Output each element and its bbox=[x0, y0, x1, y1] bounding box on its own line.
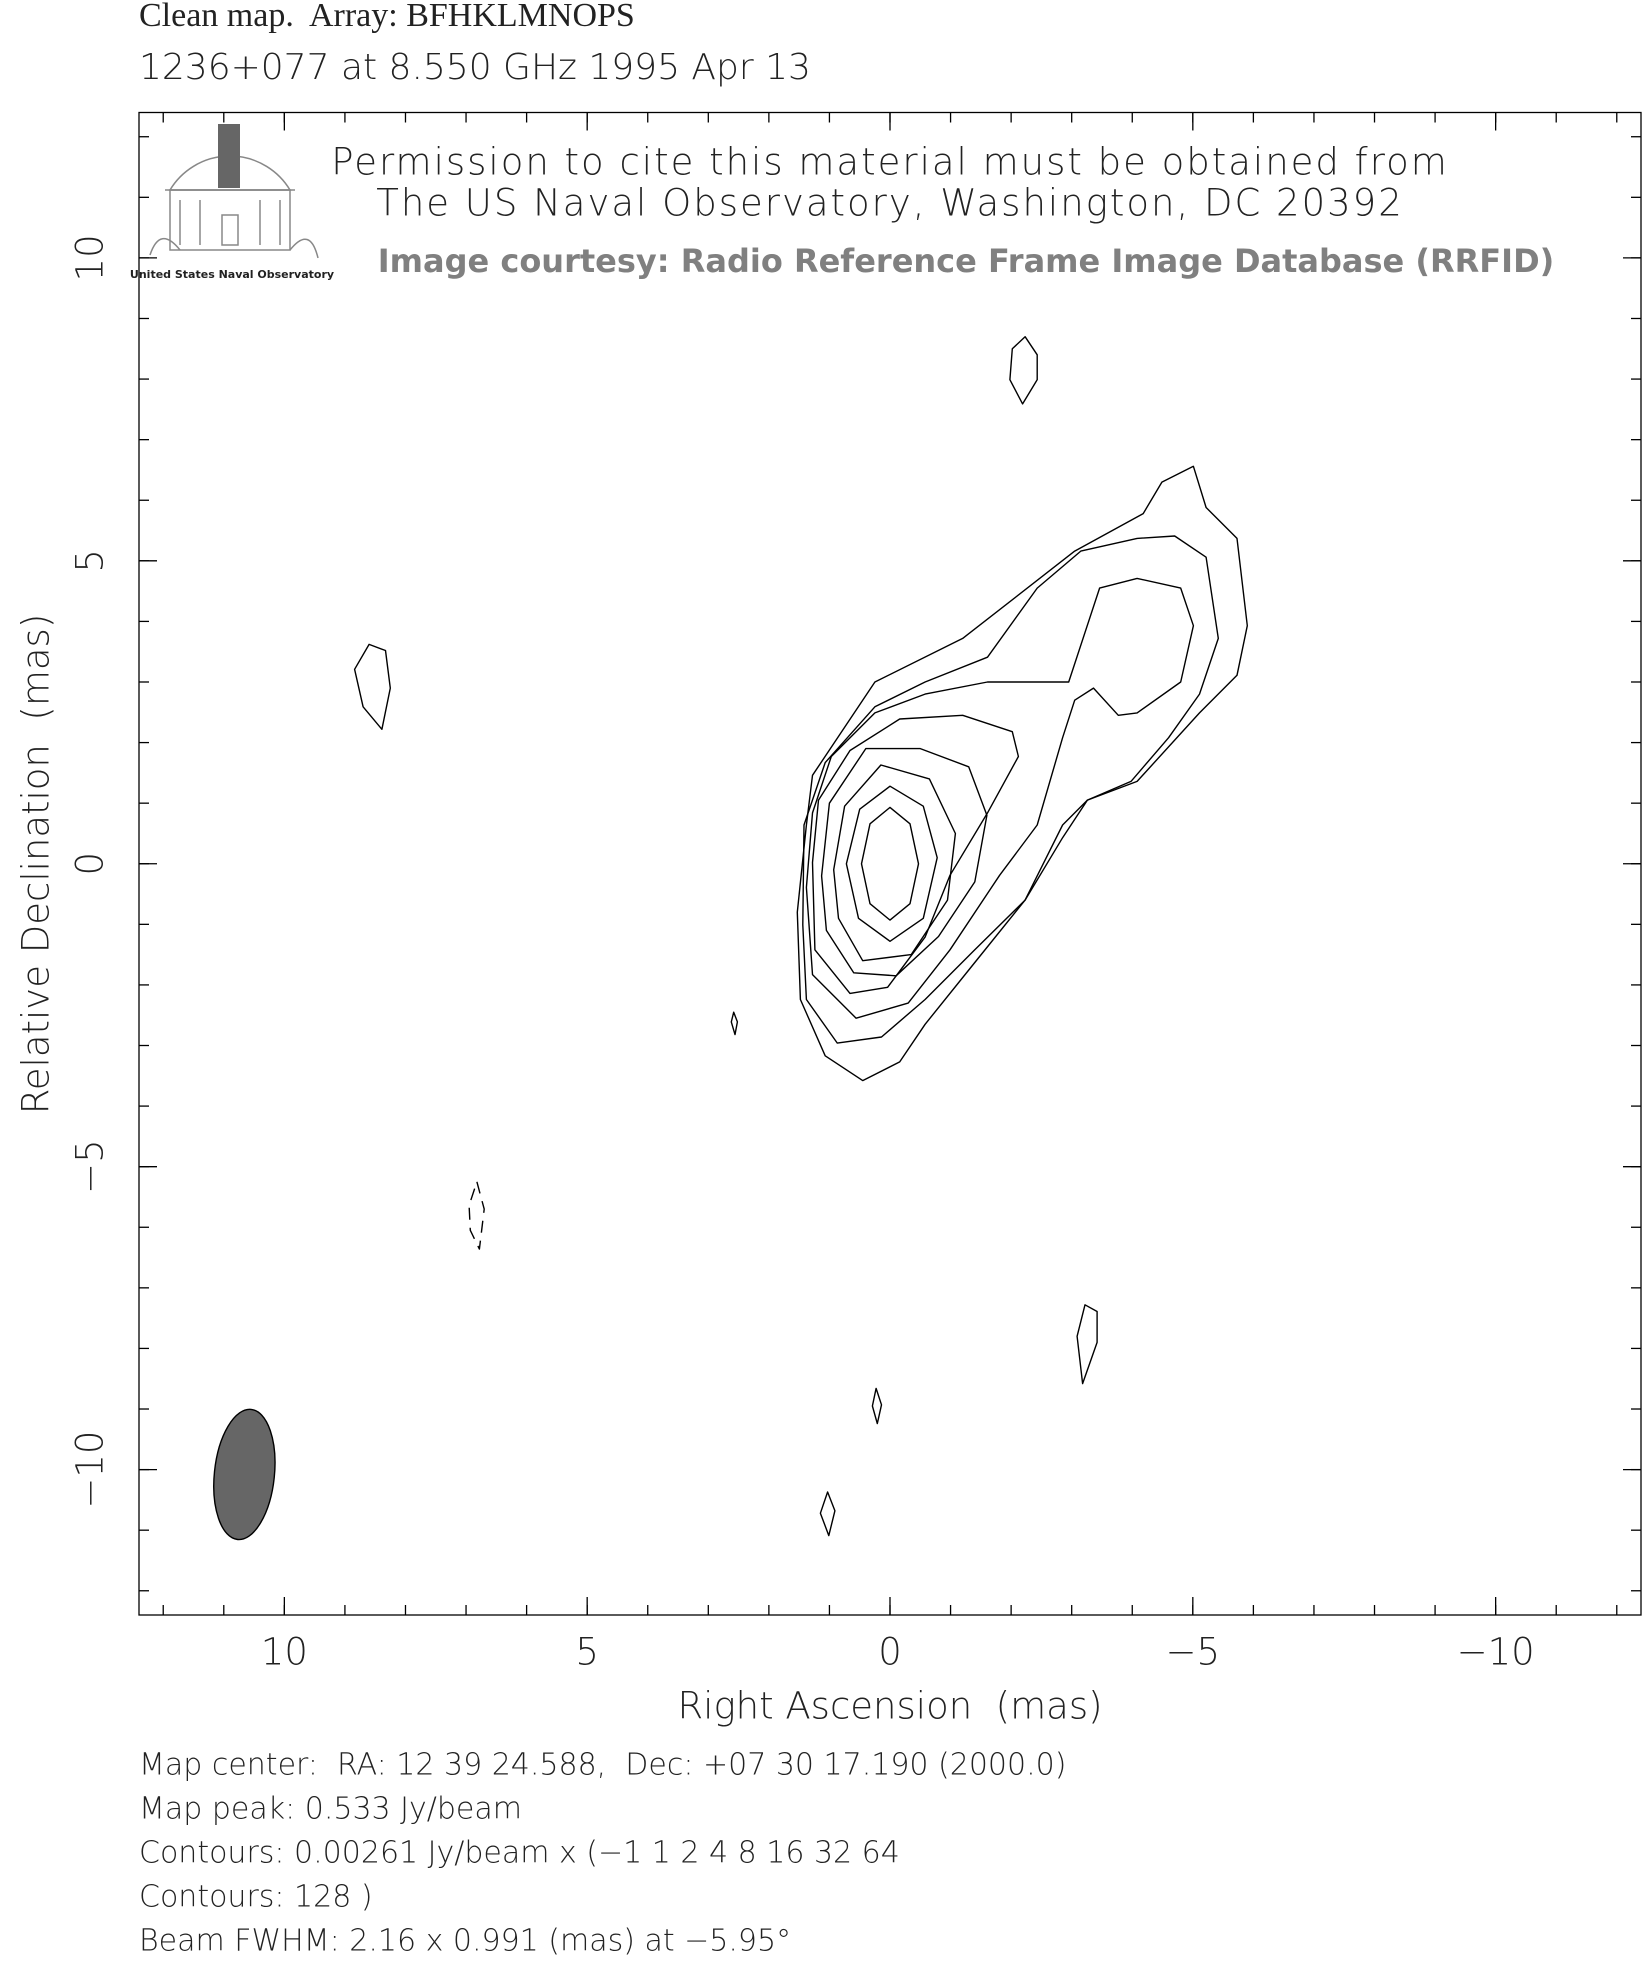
usno-logo bbox=[149, 124, 319, 259]
contour bbox=[819, 1491, 836, 1537]
y-tick-label: 0 bbox=[69, 852, 112, 876]
chart-title: Clean map. Array: BFHKLMNOPS bbox=[139, 0, 635, 34]
contour bbox=[871, 1387, 883, 1425]
contour bbox=[468, 1181, 485, 1250]
logo-caption: United States Naval Observatory bbox=[130, 268, 334, 281]
footer-line: Contours: 128 ) bbox=[139, 1880, 373, 1915]
contour bbox=[805, 577, 1195, 1019]
x-tick-label: −5 bbox=[1166, 1631, 1221, 1674]
courtesy: Image courtesy: Radio Reference Frame Im… bbox=[378, 242, 1555, 280]
contour bbox=[796, 465, 1248, 1082]
contour bbox=[811, 714, 1020, 995]
y-tick-label: 10 bbox=[69, 234, 112, 281]
contour bbox=[833, 764, 957, 962]
beam bbox=[213, 1408, 276, 1541]
y-tick-label: −5 bbox=[69, 1139, 112, 1194]
footer-line: Contours: 0.00261 Jy/beam x (−1 1 2 4 8 … bbox=[139, 1836, 900, 1871]
y-axis-label: Relative Declination (mas) bbox=[15, 614, 58, 1115]
contour bbox=[1009, 336, 1038, 405]
plot-frame bbox=[138, 111, 1642, 1616]
x-tick-label: 0 bbox=[878, 1631, 902, 1674]
chart-subtitle: 1236+077 at 8.550 GHz 1995 Apr 13 bbox=[139, 47, 811, 88]
watermark-line: Permission to cite this material must be… bbox=[331, 141, 1449, 184]
contour bbox=[820, 747, 988, 977]
contour bbox=[1076, 1304, 1098, 1385]
footer-line: Map peak: 0.533 Jy/beam bbox=[139, 1792, 522, 1827]
contour bbox=[802, 535, 1219, 1044]
footer-line: Map center: RA: 12 39 24.588, Dec: +07 3… bbox=[139, 1748, 1066, 1783]
contour bbox=[353, 643, 391, 730]
watermark-line: The US Naval Observatory, Washington, DC… bbox=[376, 182, 1404, 225]
contour bbox=[845, 785, 938, 942]
contour bbox=[730, 1011, 739, 1036]
footer-line: Beam FWHM: 2.16 x 0.991 (mas) at −5.95° bbox=[139, 1924, 791, 1959]
y-tick-label: −10 bbox=[69, 1431, 112, 1509]
y-tick-label: 5 bbox=[69, 549, 112, 573]
x-tick-label: 5 bbox=[575, 1631, 599, 1674]
x-axis-label: Right Ascension (mas) bbox=[677, 1685, 1102, 1728]
x-tick-label: 10 bbox=[261, 1631, 308, 1674]
footer: Map center: RA: 12 39 24.588, Dec: +07 3… bbox=[139, 1748, 1066, 1959]
x-tick-label: −10 bbox=[1457, 1631, 1535, 1674]
contour bbox=[860, 806, 920, 921]
